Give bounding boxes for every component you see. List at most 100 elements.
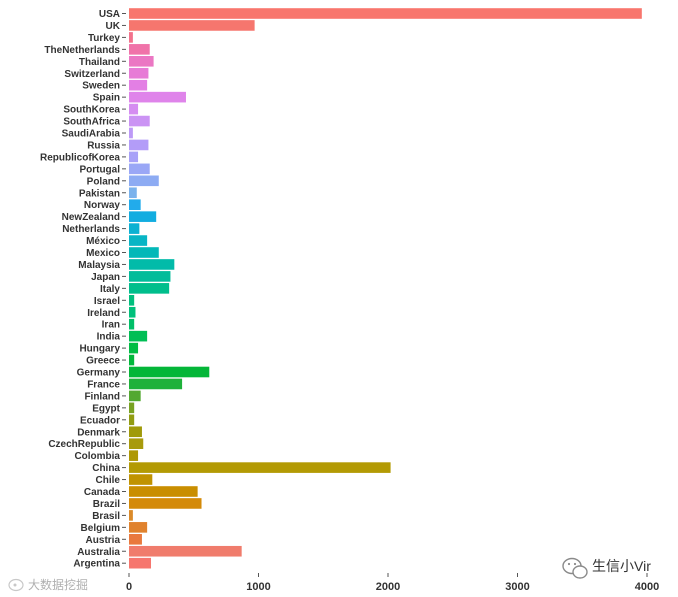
bar-23 — [129, 283, 170, 294]
bar-44 — [129, 534, 142, 545]
bar-1 — [129, 20, 255, 31]
bar-12 — [129, 151, 139, 163]
category-label: Belgium — [81, 523, 121, 534]
bar-13 — [129, 163, 150, 175]
y-axis-ticks — [122, 13, 126, 564]
category-label: México — [86, 236, 120, 247]
category-label: Israel — [94, 296, 120, 307]
bar-25 — [129, 306, 136, 318]
category-label: India — [97, 332, 121, 343]
bar-35 — [129, 426, 142, 438]
category-label: SaudiArabia — [62, 129, 121, 140]
bar-45 — [129, 545, 242, 557]
category-label: China — [92, 463, 120, 474]
bar-34 — [129, 414, 135, 426]
bar-9 — [129, 115, 150, 127]
bar-4 — [129, 56, 154, 67]
category-label: Mexico — [86, 248, 120, 259]
category-labels: USAUKTurkeyTheNetherlandsThailandSwitzer… — [40, 9, 121, 570]
bar-24 — [129, 295, 135, 306]
category-label: Finland — [84, 391, 120, 402]
bar-32 — [129, 390, 141, 402]
bar-37 — [129, 450, 139, 461]
bar-27 — [129, 330, 148, 342]
category-label: SouthAfrica — [63, 117, 120, 128]
wechat-icon — [562, 557, 588, 579]
category-label: Russia — [87, 140, 120, 151]
x-tick-label: 1000 — [246, 581, 270, 593]
bar-31 — [129, 378, 183, 390]
x-axis-ticks — [128, 573, 648, 577]
category-label: Ireland — [87, 308, 120, 319]
category-label: Turkey — [88, 33, 120, 44]
bar-28 — [129, 342, 139, 354]
x-tick-label: 2000 — [376, 581, 400, 593]
bar-7 — [129, 91, 186, 103]
wechat-watermark: 生信小Vir — [562, 557, 651, 579]
category-label: Hungary — [79, 344, 120, 355]
x-tick-label: 3000 — [505, 581, 529, 593]
category-label: France — [87, 379, 120, 390]
bar-41 — [129, 498, 202, 509]
x-axis-tick-labels: 0 1000 2000 3000 4000 — [126, 581, 659, 593]
bar-2 — [129, 32, 133, 43]
category-label: RepublicofKorea — [40, 152, 120, 163]
category-label: Spain — [93, 93, 120, 104]
category-label: Malaysia — [78, 260, 120, 271]
category-label: CzechRepublic — [48, 439, 120, 450]
category-label: Thailand — [79, 57, 120, 68]
category-label: NewZealand — [62, 212, 120, 223]
category-label: Pakistan — [79, 188, 120, 199]
bar-0 — [129, 8, 642, 19]
bar-33 — [129, 402, 135, 414]
bar-16 — [129, 199, 141, 210]
category-label: Brazil — [93, 499, 120, 510]
category-label: Australia — [77, 547, 120, 558]
x-tick-label: 4000 — [635, 581, 659, 593]
bar-3 — [129, 44, 150, 55]
bar-30 — [129, 366, 210, 378]
category-label: Canada — [84, 487, 121, 498]
category-label: Sweden — [82, 81, 120, 92]
category-label: Italy — [100, 284, 120, 295]
category-label: Denmark — [77, 427, 120, 438]
category-label: Brasil — [92, 511, 120, 522]
bar-20 — [129, 247, 159, 258]
category-label: Chile — [96, 475, 121, 486]
bar-19 — [129, 235, 148, 246]
bar-38 — [129, 462, 391, 473]
bar-40 — [129, 486, 198, 497]
category-label: Germany — [77, 368, 121, 379]
bar-series — [129, 8, 642, 569]
x-tick-label: 0 — [126, 581, 132, 593]
category-label: SouthKorea — [63, 105, 120, 116]
category-label: Argentina — [73, 559, 120, 570]
bar-22 — [129, 271, 171, 282]
bar-5 — [129, 67, 149, 79]
category-label: Portugal — [79, 164, 120, 175]
category-label: Greece — [86, 356, 120, 367]
category-label: Colombia — [74, 451, 120, 462]
category-label: Japan — [91, 272, 120, 283]
category-label: TheNetherlands — [44, 45, 120, 56]
watermark-text-right: 生信小Vir — [592, 558, 651, 574]
category-label: USA — [99, 9, 120, 20]
category-label: Netherlands — [62, 224, 120, 235]
bar-42 — [129, 510, 133, 521]
category-label: Norway — [84, 200, 121, 211]
category-label: Ecuador — [80, 415, 120, 426]
category-label: UK — [106, 21, 121, 32]
bar-11 — [129, 139, 149, 151]
bar-21 — [129, 259, 175, 270]
category-label: Poland — [87, 176, 120, 187]
bar-6 — [129, 79, 148, 91]
bar-29 — [129, 354, 135, 366]
bar-18 — [129, 223, 140, 234]
bar-10 — [129, 127, 133, 139]
bar-46 — [129, 557, 152, 569]
category-label: Egypt — [92, 403, 120, 414]
bar-39 — [129, 474, 153, 485]
bar-26 — [129, 318, 135, 330]
watermark-text-left: 大数据挖掘 — [28, 577, 88, 592]
